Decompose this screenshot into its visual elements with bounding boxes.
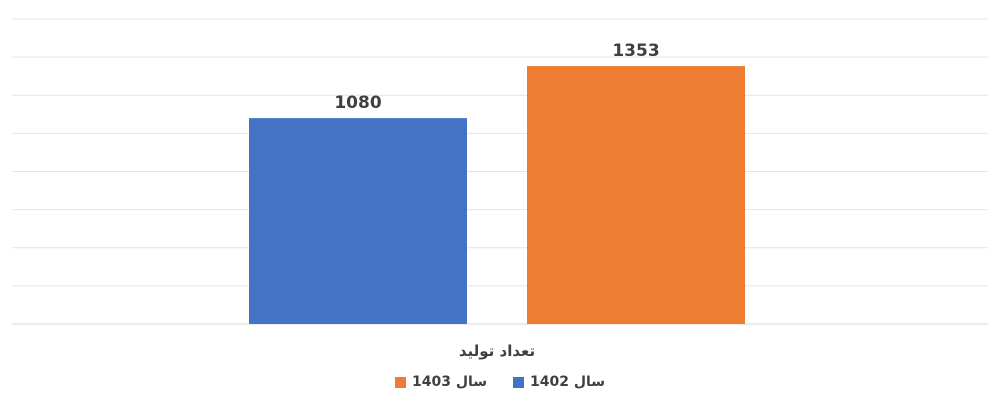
category-label: تعداد تولید bbox=[459, 342, 535, 360]
data-label-1: 1080 bbox=[334, 93, 381, 113]
bar-1 bbox=[249, 118, 467, 324]
bar-2 bbox=[527, 66, 745, 324]
legend-swatch-1402 bbox=[513, 376, 524, 388]
legend-swatch-1403 bbox=[394, 376, 406, 388]
legend-item-1403: سال 1403 bbox=[394, 374, 487, 390]
legend: سال 1402 سال 1403 bbox=[0, 371, 1000, 393]
legend-label-1402: سال 1402 bbox=[530, 374, 606, 390]
data-labels: 1080 1353 bbox=[334, 41, 659, 113]
gridlines bbox=[12, 18, 988, 325]
legend-label-1403: سال 1403 bbox=[411, 374, 487, 390]
data-label-2: 1353 bbox=[612, 41, 659, 61]
bars bbox=[249, 66, 745, 324]
legend-item-1402: سال 1402 bbox=[513, 374, 605, 390]
